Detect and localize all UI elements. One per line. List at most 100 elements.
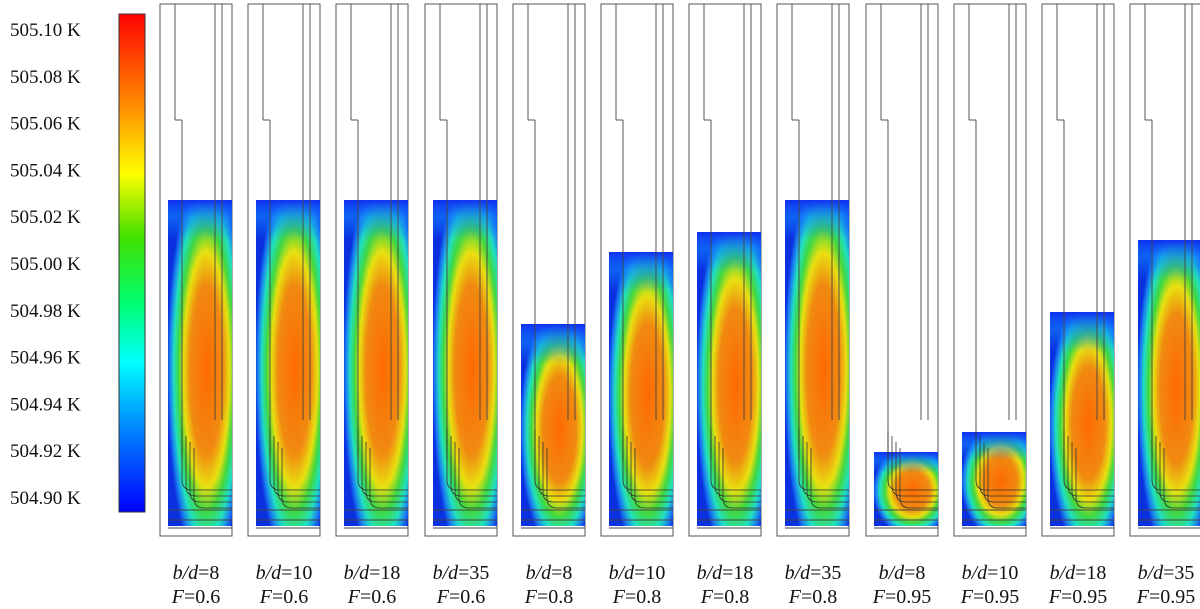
field-top-edge — [256, 200, 320, 240]
bd-value: =18 — [722, 562, 754, 584]
f-value: =0.8 — [624, 586, 662, 608]
panel-caption: b/d=18 F=0.95 — [1035, 561, 1121, 609]
f-value: =0.6 — [271, 586, 309, 608]
bd-variable: b/d — [1049, 562, 1076, 584]
contour-panel — [1129, 3, 1200, 537]
structure-curve — [802, 436, 849, 497]
contour-panel — [776, 3, 850, 537]
structure-curve — [189, 442, 232, 503]
panel-caption: b/d=8 F=0.8 — [506, 561, 592, 609]
panel-caption: b/d=35 F=0.8 — [770, 561, 856, 609]
bd-value: =18 — [1075, 562, 1107, 584]
f-variable: F — [436, 586, 449, 608]
fill-ratio-label: F=0.6 — [329, 585, 415, 609]
colorbar-tick-label: 505.00 K — [10, 254, 81, 275]
panel-frame — [1129, 3, 1200, 537]
fill-ratio-label: F=0.6 — [153, 585, 239, 609]
contour-panel — [953, 3, 1027, 537]
fill-ratio-label: F=0.95 — [1123, 585, 1200, 609]
fill-ratio-label: F=0.8 — [682, 585, 768, 609]
contour-panel — [512, 3, 586, 537]
field-top-edge — [521, 324, 585, 364]
structure-curve — [357, 430, 408, 491]
panel-frame — [865, 3, 939, 537]
contour-panel — [335, 3, 409, 537]
structure-curve — [1067, 436, 1114, 497]
bd-value: =8 — [904, 562, 926, 584]
bd-value: =18 — [369, 562, 401, 584]
bd-variable: b/d — [696, 562, 723, 584]
bd-ratio-label: b/d=18 — [1035, 561, 1121, 585]
fill-ratio-label: F=0.6 — [418, 585, 504, 609]
f-variable: F — [788, 586, 801, 608]
field-top-edge — [609, 252, 673, 292]
structure-curve — [1063, 430, 1114, 491]
panel-caption: b/d=10 F=0.6 — [241, 561, 327, 609]
panel-caption: b/d=8 F=0.6 — [153, 561, 239, 609]
f-variable: F — [1136, 586, 1149, 608]
contour-panel — [600, 3, 674, 537]
bd-value: =10 — [987, 562, 1019, 584]
structure-curve — [450, 436, 497, 497]
panel-caption: b/d=35 F=0.6 — [418, 561, 504, 609]
f-value: =0.95 — [884, 586, 932, 608]
bd-variable: b/d — [1137, 562, 1164, 584]
bd-value: =10 — [281, 562, 313, 584]
contour-panel — [1041, 3, 1115, 537]
bd-ratio-label: b/d=8 — [506, 561, 592, 585]
structure-curve — [1155, 436, 1200, 497]
f-value: =0.6 — [183, 586, 221, 608]
field-top-edge — [697, 232, 761, 272]
contour-panel — [688, 3, 762, 537]
fill-ratio-label: F=0.95 — [1035, 585, 1121, 609]
colorbar-tick-label: 504.96 K — [10, 348, 81, 369]
f-value: =0.95 — [1148, 586, 1196, 608]
panel-frame — [1041, 3, 1115, 537]
bd-value: =10 — [634, 562, 666, 584]
f-value: =0.8 — [536, 586, 574, 608]
f-value: =0.6 — [359, 586, 397, 608]
panel-caption: b/d=10 F=0.95 — [947, 561, 1033, 609]
structure-curve — [983, 442, 1026, 503]
f-variable: F — [612, 586, 625, 608]
structure-curve — [181, 430, 232, 491]
f-variable: F — [872, 586, 885, 608]
field-top-edge — [1050, 312, 1114, 352]
f-value: =0.95 — [972, 586, 1020, 608]
colorbar: 505.10 K 505.08 K 505.06 K 505.04 K 505.02 K… — [10, 13, 146, 513]
bd-ratio-label: b/d=18 — [682, 561, 768, 585]
panel-frame — [953, 3, 1027, 537]
bd-ratio-label: b/d=8 — [859, 561, 945, 585]
bd-ratio-label: b/d=35 — [418, 561, 504, 585]
panel-caption: b/d=18 F=0.6 — [329, 561, 415, 609]
field-top-edge — [785, 200, 849, 240]
colorbar-tick-label: 505.10 K — [10, 20, 81, 41]
structure-curve — [361, 436, 408, 497]
f-variable: F — [259, 586, 272, 608]
fill-ratio-label: F=0.8 — [594, 585, 680, 609]
field-top-edge — [962, 432, 1026, 460]
structure-curve — [975, 430, 1026, 491]
structure-curve — [281, 448, 320, 509]
bd-variable: b/d — [172, 562, 199, 584]
contour-panel — [247, 3, 321, 537]
temperature-field — [609, 252, 673, 526]
f-variable: F — [347, 586, 360, 608]
f-variable: F — [171, 586, 184, 608]
field-top-edge — [1138, 240, 1200, 280]
bd-ratio-label: b/d=10 — [947, 561, 1033, 585]
structure-curve — [542, 442, 585, 503]
bd-variable: b/d — [525, 562, 552, 584]
f-variable: F — [524, 586, 537, 608]
structure-curve — [630, 442, 673, 503]
panel-caption: b/d=8 F=0.95 — [859, 561, 945, 609]
colorbar-gradient — [118, 13, 146, 513]
structure-curve — [798, 430, 849, 491]
bd-ratio-label: b/d=8 — [153, 561, 239, 585]
f-value: =0.8 — [800, 586, 838, 608]
structure-curve — [722, 448, 761, 509]
bd-variable: b/d — [343, 562, 370, 584]
f-variable: F — [1048, 586, 1061, 608]
structure-curve — [895, 442, 938, 503]
